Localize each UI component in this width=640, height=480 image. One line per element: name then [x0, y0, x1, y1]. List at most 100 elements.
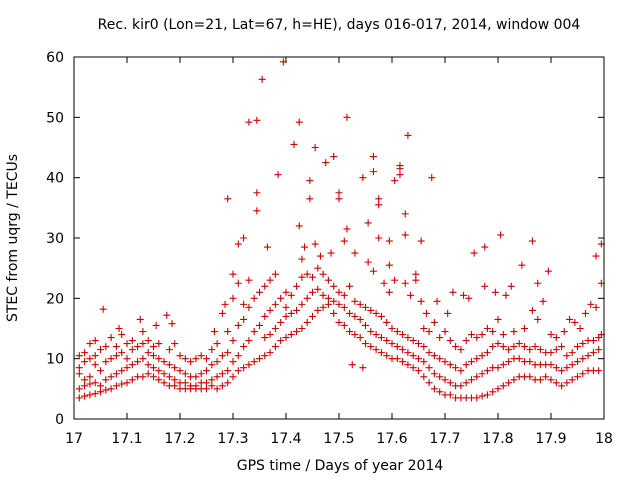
- data-point: [261, 334, 269, 342]
- data-point: [473, 373, 481, 381]
- data-point: [208, 382, 216, 390]
- y-tick-label: 30: [46, 231, 64, 247]
- data-point: [579, 355, 587, 363]
- x-tick-label: 17: [65, 431, 83, 447]
- data-point: [452, 364, 460, 372]
- data-point: [518, 261, 526, 269]
- data-point: [253, 207, 261, 215]
- data-point: [123, 379, 131, 387]
- data-point: [393, 355, 401, 363]
- data-point: [75, 364, 83, 372]
- data-point: [473, 394, 481, 402]
- data-point: [245, 276, 253, 284]
- y-tick-label: 10: [46, 352, 64, 368]
- data-point: [165, 361, 173, 369]
- data-point: [558, 367, 566, 375]
- data-point: [224, 367, 232, 375]
- data-point: [489, 328, 497, 336]
- data-point: [91, 337, 99, 345]
- data-point: [224, 328, 232, 336]
- data-point: [407, 291, 415, 299]
- data-point: [589, 349, 597, 357]
- data-point: [457, 346, 465, 354]
- data-point: [309, 312, 316, 320]
- data-point: [401, 279, 409, 287]
- data-point: [330, 309, 338, 317]
- data-point: [256, 321, 263, 329]
- data-point: [128, 361, 136, 369]
- data-point: [306, 177, 314, 185]
- data-point: [266, 276, 274, 284]
- data-point: [97, 367, 104, 375]
- data-point: [324, 294, 332, 302]
- data-point: [359, 364, 367, 372]
- data-point: [507, 282, 515, 290]
- data-point: [568, 361, 576, 369]
- data-point: [436, 334, 444, 342]
- data-point: [367, 306, 375, 314]
- data-point: [346, 328, 354, 336]
- data-point: [534, 279, 542, 287]
- data-point: [425, 328, 433, 336]
- data-point: [218, 352, 226, 360]
- data-point: [261, 282, 269, 290]
- y-tick-label: 0: [55, 412, 64, 428]
- data-point: [134, 358, 142, 366]
- data-point: [144, 349, 152, 357]
- data-point: [319, 270, 327, 278]
- data-point: [128, 346, 136, 354]
- data-point: [515, 340, 523, 348]
- data-point: [319, 291, 327, 299]
- data-point: [213, 358, 221, 366]
- data-point: [240, 234, 248, 242]
- data-point: [465, 294, 473, 302]
- data-point: [478, 331, 486, 339]
- data-point: [107, 385, 115, 393]
- data-point: [192, 382, 200, 390]
- data-point: [385, 288, 393, 296]
- data-point: [86, 340, 94, 348]
- data-point: [324, 300, 332, 308]
- data-point: [150, 343, 157, 351]
- data-point: [234, 240, 242, 248]
- data-point: [298, 325, 306, 332]
- data-point: [383, 318, 391, 326]
- data-point: [510, 343, 518, 351]
- data-point: [107, 355, 115, 363]
- data-point: [208, 361, 216, 369]
- data-point: [547, 376, 555, 384]
- data-point: [393, 328, 401, 336]
- data-point: [290, 140, 298, 148]
- data-point: [250, 358, 258, 366]
- data-point: [171, 376, 179, 384]
- data-point: [86, 391, 94, 399]
- data-point: [481, 282, 489, 290]
- data-point: [330, 282, 338, 290]
- data-point: [221, 300, 229, 308]
- data-point: [309, 288, 316, 296]
- data-point: [536, 346, 544, 354]
- data-point: [322, 159, 330, 167]
- data-point: [298, 273, 306, 281]
- data-point: [436, 373, 444, 381]
- data-point: [436, 355, 444, 363]
- data-point: [478, 392, 486, 400]
- data-point: [362, 340, 369, 348]
- data-point: [118, 331, 126, 339]
- data-point: [483, 349, 491, 357]
- data-point: [213, 385, 221, 393]
- data-point: [563, 352, 571, 360]
- data-point: [245, 361, 253, 369]
- data-point: [369, 153, 377, 161]
- data-point: [335, 318, 343, 326]
- data-point: [97, 382, 104, 390]
- data-point: [446, 337, 454, 345]
- data-point: [150, 364, 157, 372]
- data-point: [396, 165, 404, 173]
- data-point: [369, 168, 377, 176]
- x-tick-label: 17.9: [535, 431, 566, 447]
- x-tick-label: 17.4: [270, 431, 301, 447]
- data-point: [99, 305, 107, 313]
- data-point: [197, 370, 205, 378]
- data-point: [409, 337, 417, 345]
